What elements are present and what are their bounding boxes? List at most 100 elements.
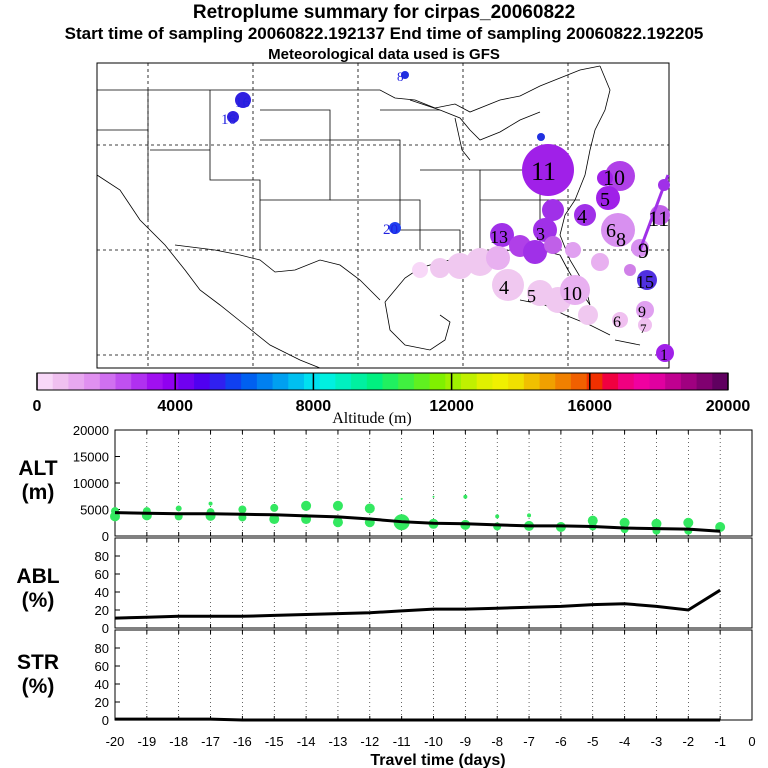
plume-label: 7: [640, 321, 647, 336]
plume-label: 20: [383, 222, 398, 238]
x-tick-label: -14: [297, 734, 316, 749]
plume-label: 9: [638, 304, 646, 321]
scatter-point: [364, 503, 375, 514]
scatter-point: [332, 500, 343, 511]
scatter-point: [619, 517, 630, 528]
x-tick-label: -10: [424, 734, 443, 749]
x-tick-label: -15: [265, 734, 284, 749]
plume-label: 8: [616, 229, 626, 251]
colorbar-label: Altitude (m): [332, 410, 412, 427]
colorbar-swatch: [303, 373, 321, 390]
colorbar-tick-label: 0: [33, 398, 42, 415]
plume-label: 4: [577, 206, 587, 228]
plume-label: 11: [531, 157, 556, 186]
y-tick-label: 20: [95, 603, 109, 618]
scatter-point: [238, 505, 247, 514]
scatter-point: [301, 500, 312, 511]
colorbar-swatch: [649, 373, 666, 390]
colorbar-swatch: [131, 373, 148, 390]
altitude-colorbar: 0 4000 8000 12000 16000 20000 Altitude (m): [33, 372, 750, 427]
scatter-point: [332, 517, 343, 528]
x-tick-label: -8: [491, 734, 503, 749]
plume-label: 6: [613, 314, 621, 331]
y-tick-label: 0: [102, 621, 109, 636]
x-tick-label: -12: [360, 734, 379, 749]
x-tick-label: -4: [619, 734, 631, 749]
colorbar-swatch: [99, 373, 117, 390]
colorbar-swatch: [665, 373, 682, 390]
series-line: [114, 511, 721, 533]
colorbar-swatch: [696, 373, 713, 390]
scatter-point: [432, 495, 435, 498]
colorbar-swatch: [461, 373, 478, 390]
colorbar-swatch: [178, 373, 195, 390]
x-tick-label: -9: [460, 734, 472, 749]
colorbar-swatch: [68, 373, 85, 390]
scatter-point: [683, 517, 694, 528]
alt-label-line1: ALT: [18, 457, 57, 480]
y-tick-label: 10000: [73, 476, 109, 491]
colorbar-swatch: [523, 373, 541, 390]
colorbar-swatch: [241, 373, 258, 390]
colorbar-swatch: [429, 373, 446, 390]
map-panel: 8 16 16 20 11 10 5 4 3 6 13 11 8 9 15 4 …: [96, 62, 674, 369]
colorbar-swatch: [476, 373, 493, 390]
y-tick-label: 0: [102, 529, 109, 544]
y-tick-label: 5000: [80, 503, 109, 518]
map-frame: [96, 62, 670, 369]
x-tick-label: -18: [169, 734, 188, 749]
str-label-line2: (%): [22, 675, 55, 698]
colorbar-swatch: [508, 373, 525, 390]
x-tick-label: -19: [137, 734, 156, 749]
colorbar-swatch: [555, 373, 572, 390]
x-tick-label: -16: [233, 734, 252, 749]
plume-label: 8: [397, 69, 404, 84]
plume-label: 6: [606, 220, 616, 242]
colorbar-swatch: [413, 373, 431, 390]
colorbar-tick-label: 16000: [568, 398, 613, 415]
abl-label-line2: (%): [22, 589, 55, 612]
colorbar-swatch: [115, 373, 132, 390]
x-tick-label: -1: [714, 734, 726, 749]
colorbar-tick-label: 8000: [296, 398, 332, 415]
x-tick-label: -2: [683, 734, 695, 749]
plume-label: 16: [235, 95, 251, 111]
alt-label-line2: (m): [22, 481, 55, 504]
x-tick-label: -5: [587, 734, 599, 749]
scatter-point: [651, 518, 662, 529]
chart-title: Retroplume summary for cirpas_20060822: [192, 2, 576, 23]
scatter-point: [175, 505, 182, 512]
colorbar-swatch: [84, 373, 101, 390]
str-label-line1: STR: [17, 651, 59, 674]
colorbar-swatch: [256, 373, 274, 390]
plume-label: 1: [660, 347, 668, 364]
colorbar-swatch: [272, 373, 289, 390]
x-tick-label: -3: [651, 734, 663, 749]
colorbar-swatch: [586, 373, 603, 390]
colorbar-swatch: [570, 373, 588, 390]
series-line: [114, 588, 721, 620]
plume-number-labels: 8 16 16 20 11 10 5 4 3 6 13 11 8 9 15 4 …: [221, 69, 669, 364]
plume-label: 13: [490, 227, 508, 247]
met-data-line: Meteorological data used is GFS: [268, 46, 500, 63]
colorbar-swatch: [225, 373, 242, 390]
plume-label: 10: [562, 283, 582, 305]
sampling-time-line: Start time of sampling 20060822.192137 E…: [64, 24, 704, 43]
map-borders: [96, 65, 641, 369]
colorbar-swatch: [492, 373, 509, 390]
colorbar-swatch: [618, 373, 635, 390]
plume-label: 4: [499, 277, 509, 299]
colorbar-swatch: [209, 373, 226, 390]
plume-label: 15: [636, 272, 654, 292]
colorbar-swatch: [539, 373, 556, 390]
scatter-point: [400, 497, 403, 500]
x-tick-label: -17: [201, 734, 220, 749]
colorbar-swatch: [146, 373, 164, 390]
x-tick-label: -7: [523, 734, 535, 749]
plume-label: 11: [648, 206, 669, 231]
y-tick-label: 15000: [73, 450, 109, 465]
x-tick-label: -11: [393, 734, 411, 749]
scatter-point: [269, 514, 280, 525]
plume-label: 16: [221, 112, 237, 128]
